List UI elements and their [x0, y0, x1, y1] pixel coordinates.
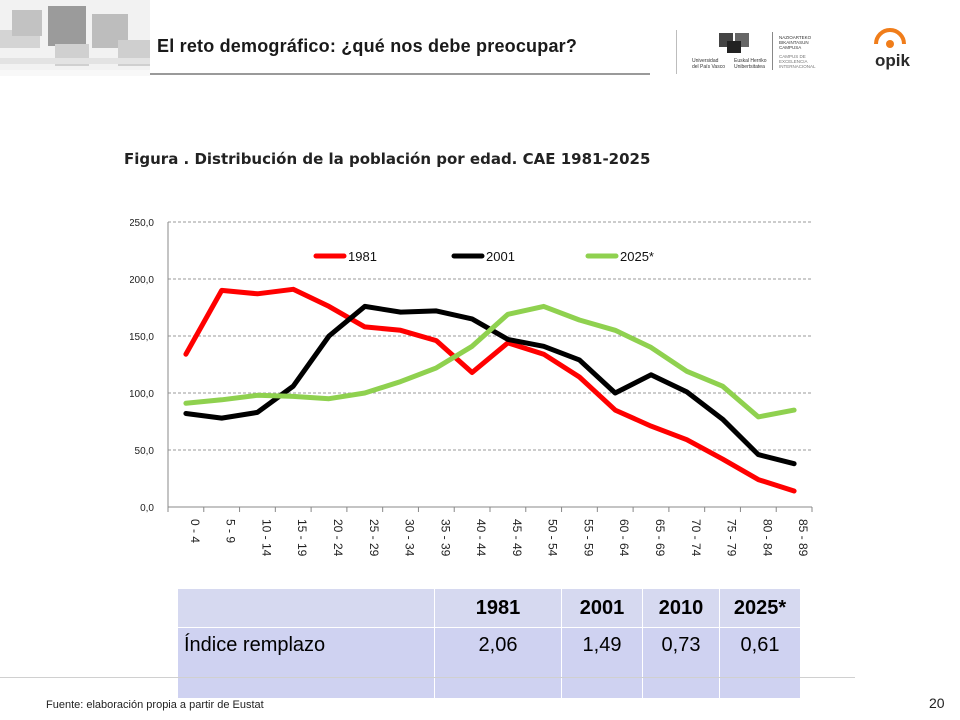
y-tick-label: 150,0: [130, 332, 154, 343]
table-row: Índice remplazo 2,06 1,49 0,73 0,61: [177, 627, 801, 699]
svg-text:CAMPUS DE: CAMPUS DE: [779, 54, 806, 59]
table-header-2010: 2010: [642, 588, 720, 628]
table-header-empty: [177, 588, 435, 628]
x-tick-label: 80 - 84: [760, 519, 774, 557]
opik-logo: opik: [874, 28, 910, 70]
campus-logo: NAZIOARTEKO BIKAINTASUN CAMPUSA CAMPUS D…: [779, 35, 816, 69]
upv-name-line1: Universidad: [692, 58, 719, 64]
legend-label: 1981: [348, 249, 377, 264]
x-tick-label: 30 - 34: [403, 519, 417, 557]
table-cell-2025: 0,61: [719, 627, 801, 699]
svg-text:EXCELENCIA: EXCELENCIA: [779, 59, 808, 64]
chart-title: Figura . Distribución de la población po…: [124, 150, 651, 168]
svg-text:INTERNACIONAL: INTERNACIONAL: [779, 64, 816, 69]
x-tick-label: 65 - 69: [653, 519, 667, 557]
x-tick-label: 25 - 29: [367, 519, 381, 557]
y-tick-label: 250,0: [130, 218, 154, 229]
series-line-2025: [183, 303, 797, 420]
svg-text:NAZIOARTEKO: NAZIOARTEKO: [779, 35, 812, 40]
table-header-row: 1981 2001 2010 2025*: [177, 588, 801, 628]
table-header-2025: 2025*: [719, 588, 801, 628]
table-row-label: Índice remplazo: [177, 627, 435, 699]
upv-name-line2: del País Vasco: [692, 64, 725, 70]
x-tick-label: 75 - 79: [725, 519, 739, 557]
svg-text:CAMPUSA: CAMPUSA: [779, 45, 801, 50]
x-tick-label: 35 - 39: [438, 519, 452, 557]
x-tick-label: 45 - 49: [510, 519, 524, 557]
table-cell-2001: 1,49: [561, 627, 643, 699]
y-tick-label: 200,0: [130, 275, 154, 286]
table-cell-1981: 2,06: [434, 627, 562, 699]
population-line-chart: 0,0 50,0 100,0 150,0 200,0 250,0 0 - 4 5 - 9 10…: [130, 218, 813, 557]
x-tick-labels: 0 - 4 5 - 9 10 - 14 15 - 19 20 - 24 25 - 29 30…: [188, 519, 810, 557]
x-tick-label: 55 - 59: [581, 519, 595, 557]
replacement-index-table: 1981 2001 2010 2025* Índice remplazo 2,0…: [177, 588, 801, 699]
table-header-1981: 1981: [434, 588, 562, 628]
y-tick-label: 50,0: [135, 446, 155, 457]
slide-header: El reto demográfico: ¿qué nos debe preoc…: [0, 0, 960, 76]
x-tick-label: 60 - 64: [617, 519, 631, 557]
footer-rule: [0, 677, 855, 678]
x-tick-label: 85 - 89: [796, 519, 810, 557]
x-tick-label: 0 - 4: [188, 519, 202, 543]
grid-lines: [167, 221, 813, 512]
legend-label: 2001: [486, 249, 515, 264]
x-tick-label: 5 - 9: [224, 519, 238, 543]
institution-logos: Universidad del País Vasco Euskal Herrik…: [692, 28, 910, 70]
x-tick-label: 40 - 44: [474, 519, 488, 557]
y-tick-label: 0,0: [140, 503, 154, 514]
y-tick-label: 100,0: [130, 389, 154, 400]
table-header-2001: 2001: [561, 588, 643, 628]
ehu-name-line1: Euskal Herriko: [734, 58, 767, 64]
x-tick-label: 70 - 74: [689, 519, 703, 557]
header-rule: [150, 73, 650, 75]
ehu-name-line2: Unibertsitatea: [734, 64, 765, 70]
slide-title: El reto demográfico: ¿qué nos debe preoc…: [157, 36, 578, 56]
x-tick-label: 50 - 54: [546, 519, 560, 557]
series-line-1981: [183, 286, 797, 494]
table-cell-2010: 0,73: [642, 627, 720, 699]
logo-separator: [676, 30, 677, 74]
opik-wordmark: opik: [875, 51, 910, 70]
x-tick-label: 20 - 24: [331, 519, 345, 557]
legend-label: 2025*: [620, 249, 654, 264]
x-tick-label: 10 - 14: [259, 519, 273, 557]
svg-text:BIKAINTASUN: BIKAINTASUN: [779, 40, 809, 45]
x-tick-label: 15 - 19: [295, 519, 309, 557]
upv-ehu-logo: Universidad del País Vasco Euskal Herrik…: [692, 33, 767, 70]
chart-series: [183, 286, 797, 494]
source-note: Fuente: elaboración propia a partir de E…: [46, 699, 264, 711]
header-decoration: [0, 0, 150, 76]
chart-legend: 1981 2001 2025*: [313, 249, 654, 264]
y-tick-labels: 0,0 50,0 100,0 150,0 200,0 250,0: [130, 218, 154, 514]
page-number: 20: [929, 695, 945, 711]
